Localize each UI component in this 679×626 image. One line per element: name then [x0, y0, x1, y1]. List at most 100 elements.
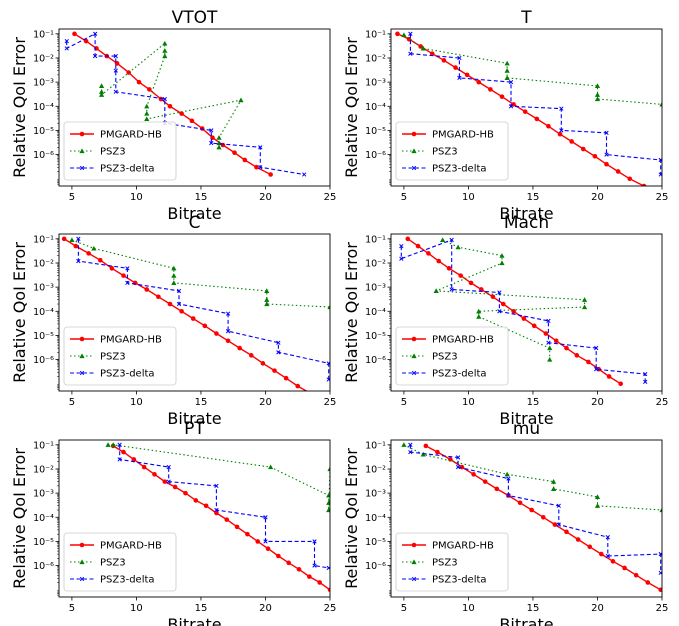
x-tick-label: 15 [195, 603, 208, 614]
point-pmgard-hb [633, 572, 639, 578]
point-pmgard-hb [144, 287, 150, 292]
point-pmgard-hb [606, 374, 612, 379]
point-psz3-delta [117, 442, 122, 447]
point-psz3-delta [643, 371, 648, 377]
x-tick-label: 10 [130, 603, 143, 614]
legend-marker-psz3 [79, 353, 85, 359]
point-pmgard-hb [641, 183, 647, 186]
x-tick-label: 25 [324, 192, 337, 203]
point-pmgard-hb [564, 529, 569, 535]
plot-area [395, 31, 662, 186]
point-psz3-delta [605, 553, 610, 559]
point-pmgard-hb [224, 517, 230, 522]
point-psz3 [91, 245, 97, 251]
point-psz3-delta [408, 31, 413, 36]
x-axis-label: Bitrate [499, 409, 553, 428]
point-pmgard-hb [500, 301, 506, 307]
point-psz3 [264, 301, 270, 307]
point-psz3 [162, 48, 168, 53]
y-axis-label: Relative QoI Error [342, 448, 361, 589]
point-pmgard-hb [522, 109, 528, 114]
y-tick-label: 10⁻¹ [365, 234, 386, 245]
legend-label-pmgard-hb: PMGARD-HB [432, 130, 494, 141]
point-pmgard-hb [189, 118, 195, 124]
y-tick-label: 10⁻³ [33, 78, 54, 89]
point-pmgard-hb [529, 507, 534, 513]
series-line-pmgard-hb [397, 33, 645, 186]
legend-label-psz3-delta: PSZ3-delta [432, 369, 487, 380]
point-psz3 [327, 304, 330, 310]
point-pmgard-hb [622, 565, 627, 571]
y-tick-label: 10⁻² [365, 258, 386, 269]
point-psz3-delta [604, 152, 609, 157]
point-pmgard-hb [490, 294, 496, 300]
plot-area [105, 442, 330, 593]
legend-marker-psz3-delta [411, 576, 417, 582]
plot-area [64, 31, 307, 177]
point-psz3 [547, 345, 553, 351]
x-tick-label: 15 [527, 603, 540, 614]
point-psz3 [98, 83, 105, 88]
y-tick-label: 10⁻⁶ [365, 150, 386, 161]
x-tick-label: 25 [656, 603, 669, 614]
point-psz3-delta [113, 89, 118, 94]
series-line-pmgard-hb [112, 445, 330, 591]
point-pmgard-hb [237, 345, 242, 351]
point-pmgard-hb [645, 580, 651, 585]
y-tick-label: 10⁻⁵ [365, 537, 386, 548]
point-psz3-delta [508, 79, 514, 85]
y-tick-label: 10⁻³ [365, 283, 386, 294]
point-pmgard-hb [423, 443, 429, 449]
point-pmgard-hb [426, 251, 431, 256]
point-psz3-delta [399, 256, 404, 261]
point-pmgard-hb [307, 574, 312, 579]
point-psz3 [162, 40, 168, 46]
y-tick-label: 10⁻¹ [33, 440, 54, 451]
point-pmgard-hb [234, 524, 240, 530]
axes-frame [58, 233, 331, 392]
y-tick-label: 10⁻² [33, 53, 54, 64]
y-tick-label: 10⁻¹ [33, 29, 54, 40]
x-axis-label: Bitrate [499, 615, 553, 626]
point-pmgard-hb [245, 531, 250, 537]
legend-marker-psz3 [411, 353, 417, 359]
legend-marker-psz3-delta [79, 165, 85, 171]
point-psz3-delta [302, 172, 307, 177]
point-pmgard-hb [615, 169, 621, 174]
point-pmgard-hb [190, 316, 196, 321]
point-psz3-delta [556, 522, 561, 527]
legend-frame [63, 326, 177, 386]
legend-label-psz3: PSZ3 [432, 147, 458, 158]
panel-title: T [520, 8, 532, 28]
y-tick-label: 10⁻² [365, 53, 386, 64]
x-tick-label: 25 [656, 397, 669, 408]
series-line-psz3 [403, 34, 662, 105]
legend-marker-pmgard-hb [79, 131, 85, 137]
point-pmgard-hb [599, 551, 604, 557]
axes-frame [58, 28, 331, 187]
point-psz3-delta [176, 288, 182, 294]
point-pmgard-hb [109, 266, 115, 271]
point-psz3 [98, 92, 105, 97]
point-pmgard-hb [121, 449, 126, 455]
point-pmgard-hb [553, 338, 559, 344]
point-psz3-delta [506, 493, 511, 498]
point-psz3-delta [408, 442, 413, 447]
point-pmgard-hb [543, 331, 549, 336]
point-psz3 [326, 492, 330, 498]
point-pmgard-hb [557, 131, 563, 137]
x-tick-label: 5 [401, 603, 407, 614]
point-psz3-delta [92, 53, 98, 59]
point-psz3-delta [546, 318, 551, 324]
point-psz3 [98, 89, 105, 94]
point-psz3 [547, 357, 553, 362]
point-pmgard-hb [172, 484, 178, 490]
point-psz3-delta [263, 539, 268, 544]
point-psz3-delta [113, 68, 118, 73]
legend-marker-psz3-delta [411, 165, 417, 171]
legend-label-pmgard-hb: PMGARD-HB [100, 335, 162, 346]
point-psz3-delta [455, 464, 461, 470]
point-pmgard-hb [214, 510, 219, 516]
point-pmgard-hb [272, 368, 277, 373]
